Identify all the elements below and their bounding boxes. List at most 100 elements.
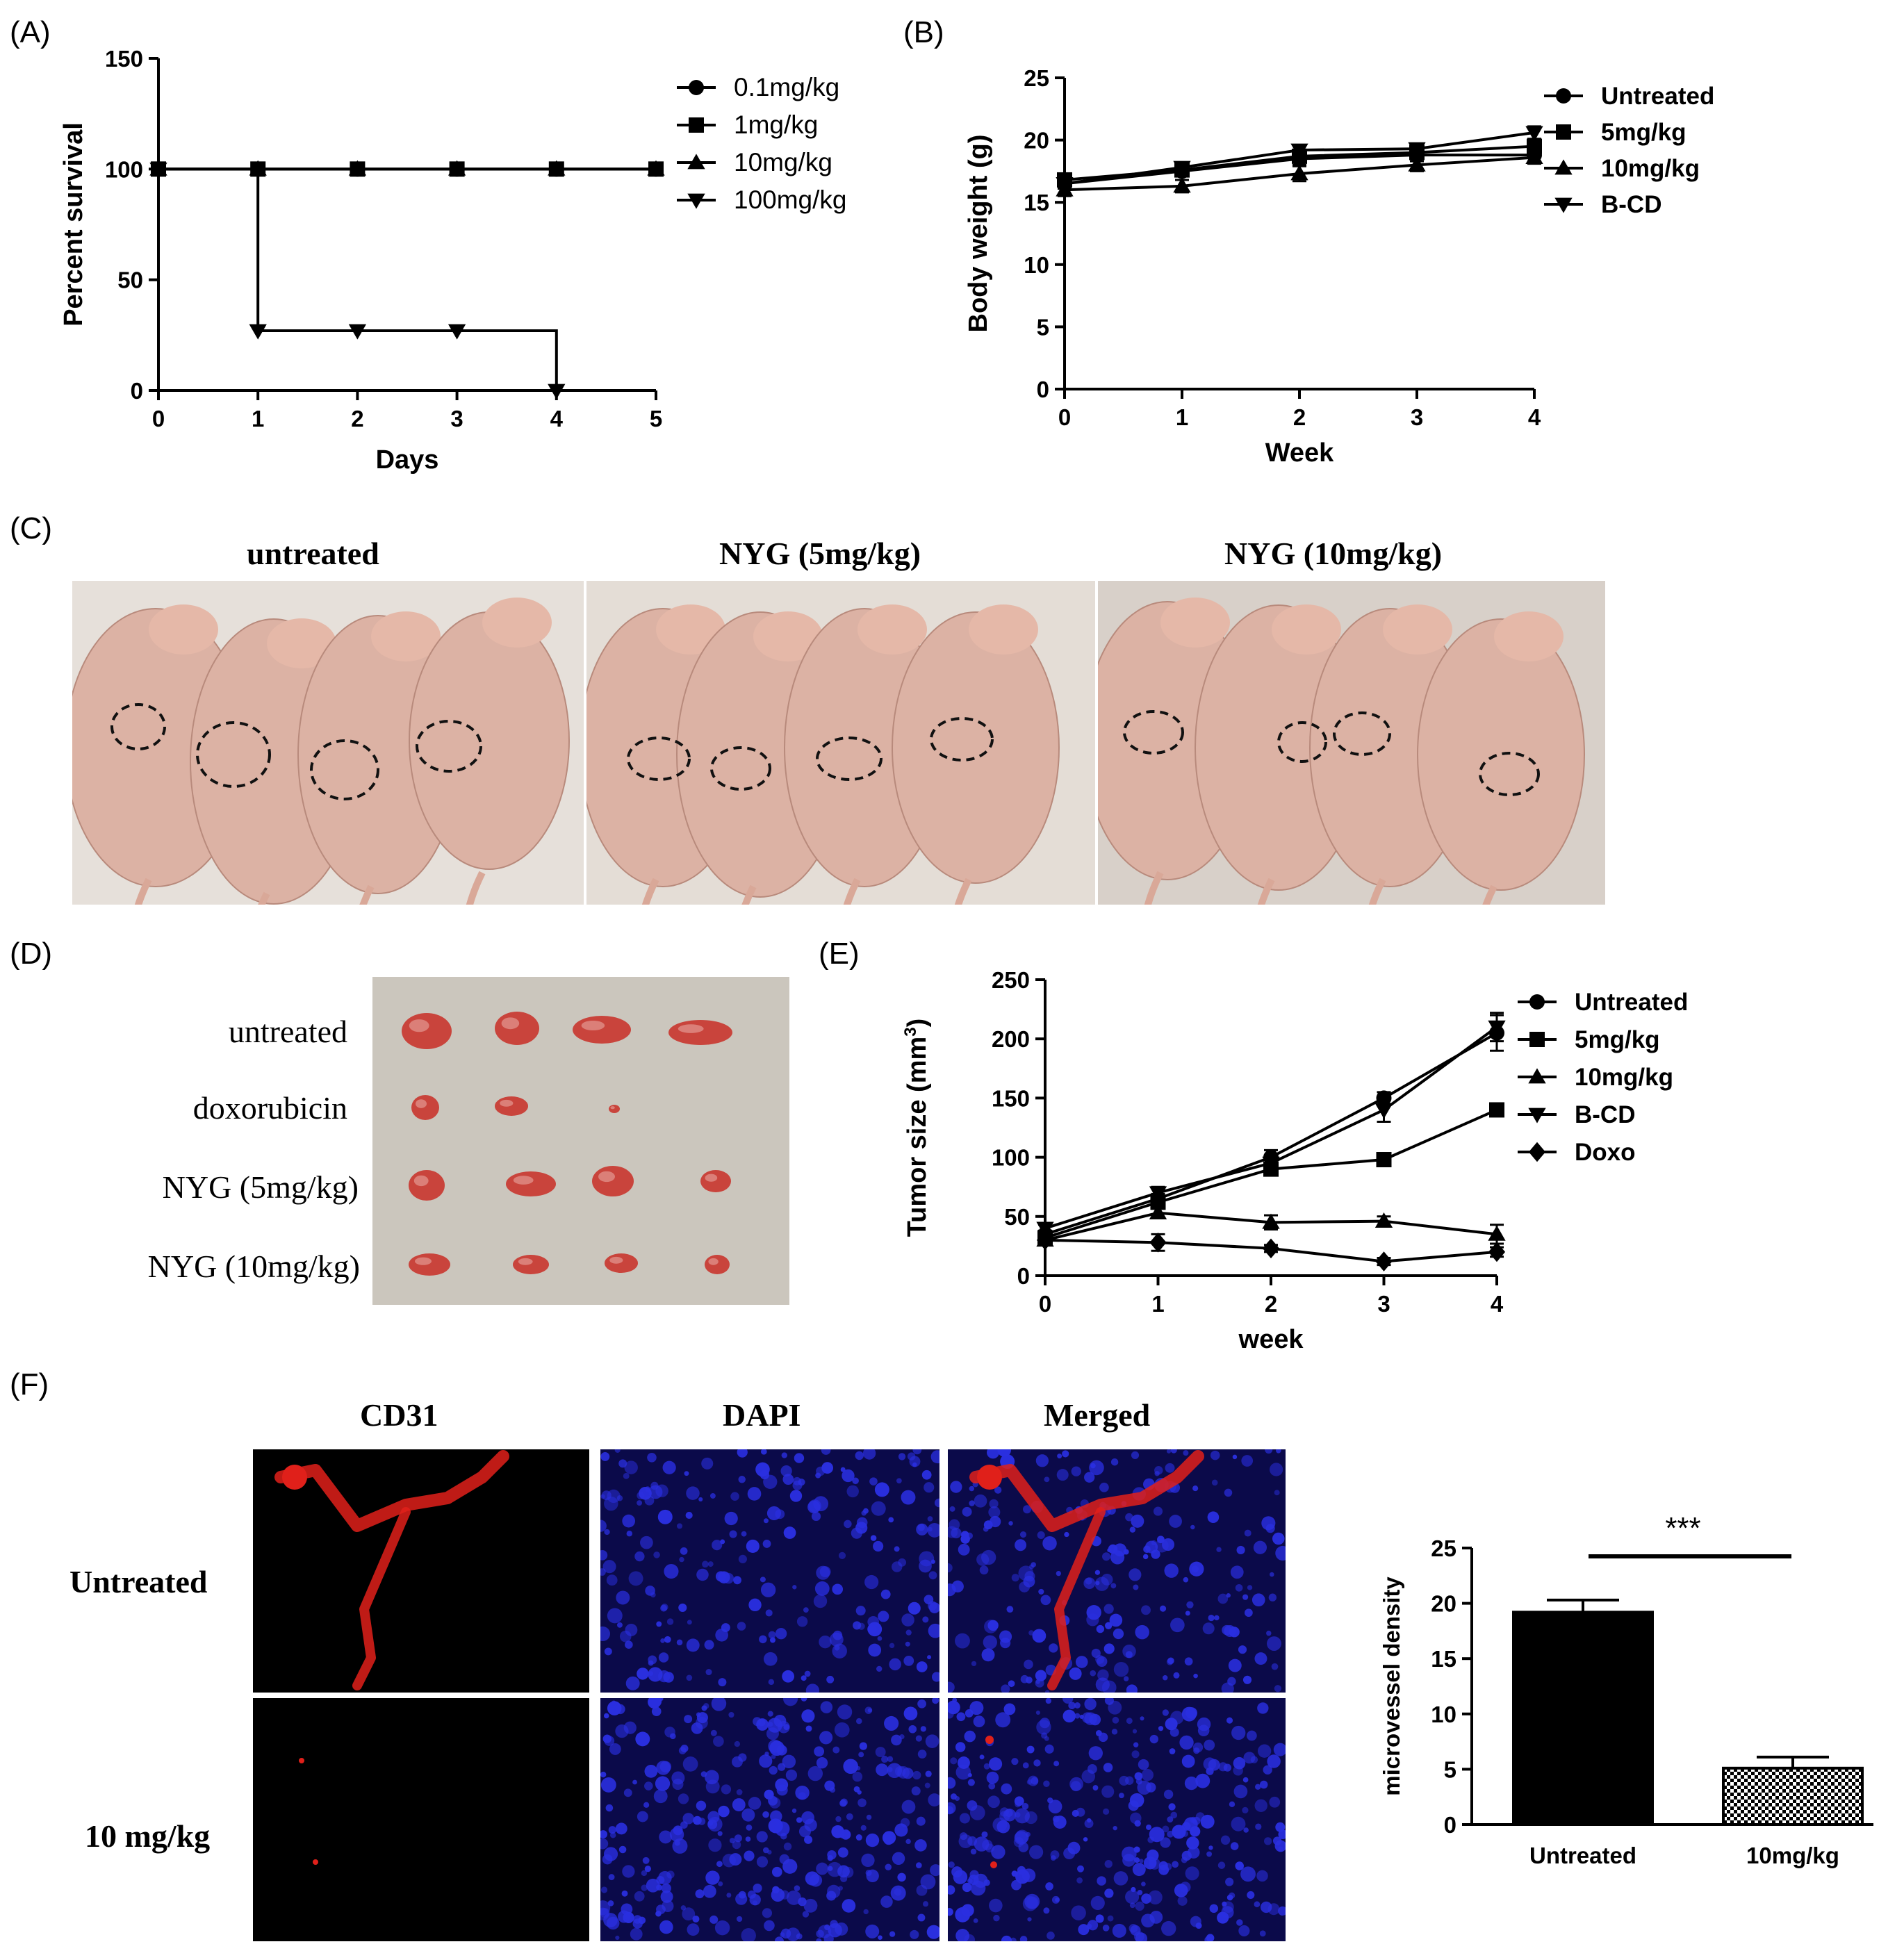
dapi-nucleus <box>863 1909 869 1915</box>
tumor-row-label-untreated: untreated <box>228 1014 347 1049</box>
dapi-nucleus <box>1048 1800 1062 1814</box>
dapi-nucleus <box>1103 1604 1114 1614</box>
dapi-nucleus <box>976 1553 990 1566</box>
dapi-nucleus <box>808 1499 821 1513</box>
dapi-nucleus <box>760 1449 767 1455</box>
dapi-nucleus <box>658 1652 669 1663</box>
chart-a-legend-label-10mg-kg: 10mg/kg <box>734 148 832 176</box>
dapi-nucleus <box>813 1594 828 1608</box>
dapi-nucleus <box>768 1679 775 1686</box>
dapi-nucleus <box>792 1585 797 1590</box>
chart-b-y-tick-label: 15 <box>1024 190 1049 215</box>
dapi-nucleus <box>768 1739 782 1753</box>
dapi-nucleus <box>623 1913 630 1920</box>
mouse-tail <box>1257 878 1275 905</box>
dapi-nucleus <box>1265 1449 1273 1454</box>
tumor-row-label-nyg-10: NYG (10mg/kg) <box>147 1249 360 1284</box>
dapi-nucleus <box>794 1885 801 1891</box>
dapi-nucleus <box>1015 1812 1021 1818</box>
panel-label-a: (A) <box>10 15 51 49</box>
tumor-highlight <box>500 1099 514 1107</box>
dapi-nucleus <box>1135 1901 1144 1911</box>
dapi-nucleus <box>1095 1914 1104 1923</box>
body-weight-chart: 0 5 10 15 20 25 0 1 2 3 4 Week Body weight (g) Untrea… <box>964 65 1714 468</box>
tumor <box>409 1170 445 1201</box>
dapi-nucleus <box>1240 1866 1256 1882</box>
dapi-nucleus <box>1090 1463 1096 1469</box>
dapi-nucleus <box>948 1526 958 1538</box>
dapi-nucleus <box>1064 1531 1069 1538</box>
dapi-nucleus <box>1035 1710 1040 1715</box>
dapi-nucleus <box>771 1866 782 1877</box>
dapi-nucleus <box>986 1771 999 1784</box>
dapi-nucleus <box>769 1637 775 1643</box>
dapi-nucleus <box>1141 1768 1154 1781</box>
dapi-nucleus <box>748 1598 762 1612</box>
dapi-nucleus <box>1165 1463 1175 1473</box>
dapi-nucleus <box>1103 1808 1110 1815</box>
dapi-nucleus <box>959 1813 970 1824</box>
chart-e-point-5mg-kg <box>1489 1102 1504 1118</box>
dapi-nucleus <box>814 1746 825 1757</box>
dapi-nucleus <box>881 1755 889 1763</box>
dapi-nucleus <box>762 1811 769 1818</box>
dapi-nucleus <box>900 1818 910 1827</box>
dapi-nucleus <box>705 1870 720 1885</box>
dapi-nucleus <box>648 1671 653 1677</box>
tumor-highlight <box>518 1258 533 1265</box>
tumor-highlight <box>416 1099 427 1108</box>
chart-b-legend-label-5mg-kg: 5mg/kg <box>1601 119 1686 146</box>
chart-e-legend-label-b-cd: B-CD <box>1575 1101 1635 1128</box>
chart-e-y-axis-title-text: Tumor size (mm <box>903 1037 932 1237</box>
dapi-nucleus <box>891 1734 902 1746</box>
dapi-nucleus <box>1253 1540 1267 1554</box>
dapi-nucleus <box>686 1486 700 1500</box>
dapi-nucleus <box>763 1652 778 1666</box>
mouse-head <box>1383 604 1452 655</box>
dapi-nucleus <box>837 1704 853 1720</box>
chart-b-x-tick-label: 2 <box>1293 404 1306 430</box>
chart-e-y-tick-label: 250 <box>992 967 1030 993</box>
chart-a-x-axis-title: Days <box>376 445 439 475</box>
dapi-nucleus <box>867 1624 877 1634</box>
dapi-nucleus <box>829 1787 836 1793</box>
dapi-nucleus <box>987 1795 1000 1809</box>
dapi-nucleus <box>990 1515 1001 1528</box>
chart-e-point-b-cd <box>1036 1221 1054 1237</box>
chart-b-y-axis-title-text: Body weight (g) <box>964 135 993 333</box>
mouse-head <box>371 611 441 661</box>
dapi-nucleus <box>1257 1702 1269 1714</box>
dapi-nucleus <box>1076 1877 1083 1884</box>
dapi-nucleus <box>838 1551 846 1559</box>
dapi-nucleus <box>950 1793 957 1800</box>
dapi-nucleus <box>640 1536 653 1549</box>
dapi-nucleus <box>962 1506 972 1517</box>
dapi-nucleus <box>821 1462 834 1474</box>
dapi-nucleus <box>1211 1479 1218 1486</box>
dapi-nucleus <box>1274 1840 1286 1852</box>
dapi-nucleus <box>770 1810 782 1823</box>
dapi-nucleus <box>1238 1645 1247 1654</box>
dapi-nucleus <box>842 1469 855 1483</box>
dapi-nucleus <box>1250 1756 1258 1763</box>
dapi-nucleus <box>749 1894 761 1906</box>
chart-b-point-b-cd <box>1408 142 1426 158</box>
dapi-nucleus <box>901 1613 914 1627</box>
dapi-nucleus <box>828 1866 833 1871</box>
dapi-nucleus <box>1033 1759 1041 1767</box>
dapi-nucleus <box>648 1698 662 1708</box>
dapi-nucleus <box>1203 1757 1217 1771</box>
dapi-nucleus <box>737 1622 746 1631</box>
chart-a-point-100mg-kg <box>448 324 466 340</box>
micro-cd31-untreated <box>253 1449 589 1693</box>
dapi-nucleus <box>1113 1628 1124 1640</box>
cd31-vessel <box>352 1507 411 1690</box>
dapi-nucleus <box>979 1754 985 1760</box>
dapi-nucleus <box>948 1681 955 1693</box>
dapi-nucleus <box>717 1831 723 1836</box>
dapi-nucleus <box>1015 1869 1030 1884</box>
dapi-nucleus <box>762 1847 769 1854</box>
dapi-nucleus <box>948 1709 954 1719</box>
dapi-nucleus <box>1195 1922 1202 1929</box>
dapi-nucleus <box>961 1531 969 1539</box>
